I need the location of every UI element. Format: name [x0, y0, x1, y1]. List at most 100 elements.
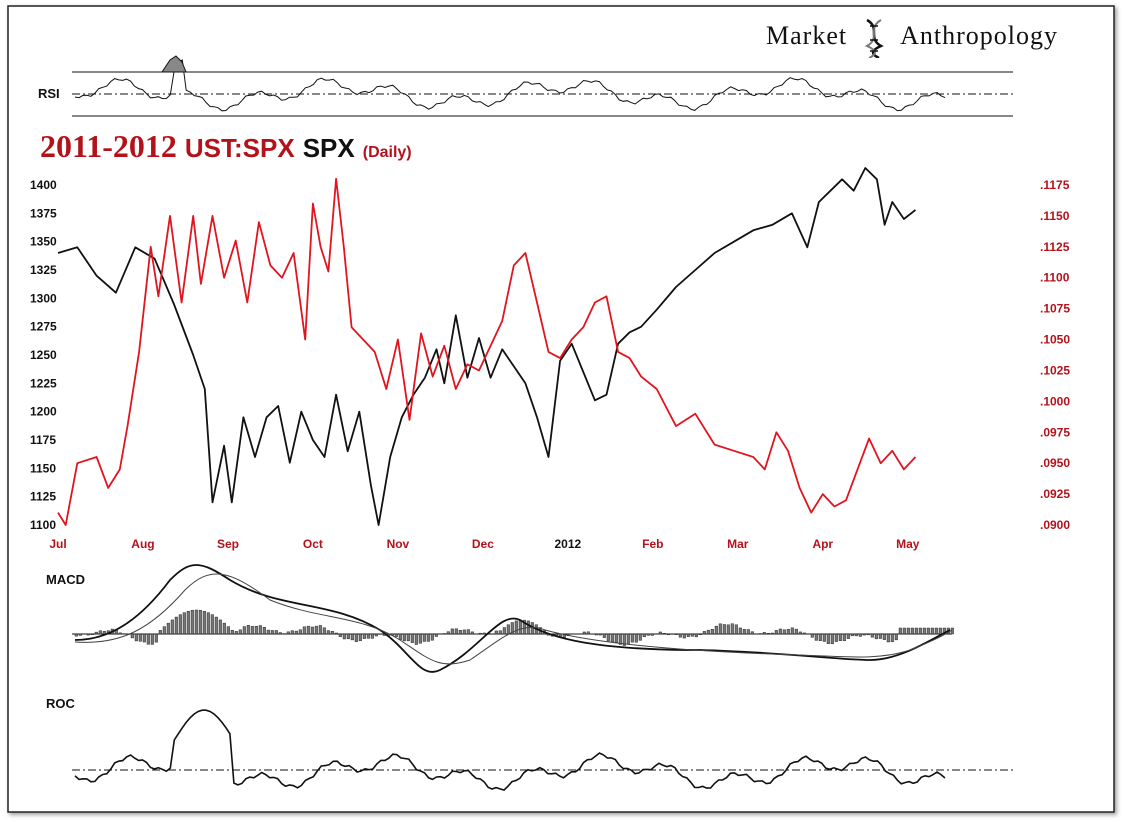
- macd-histogram-bar: [834, 633, 838, 642]
- macd-histogram-bar: [870, 633, 874, 638]
- macd-histogram-bar: [170, 619, 174, 635]
- macd-histogram-bar: [782, 629, 786, 635]
- macd-histogram-bar: [426, 633, 430, 642]
- macd-histogram-bar: [214, 616, 218, 635]
- macd-histogram-bar: [98, 630, 102, 635]
- macd-histogram-bar: [886, 633, 890, 643]
- x-axis-tick-label: Feb: [642, 537, 663, 551]
- macd-histogram-bar: [646, 633, 650, 636]
- macd-histogram-bar: [182, 612, 186, 635]
- roc-panel: [72, 709, 1013, 792]
- macd-histogram-bar: [822, 633, 826, 642]
- macd-histogram-bar: [918, 627, 922, 635]
- left-axis-tick-label: 1225: [30, 376, 57, 390]
- macd-histogram-bar: [410, 633, 414, 643]
- macd-histogram-bar: [586, 631, 590, 635]
- macd-histogram-bar: [910, 627, 914, 635]
- macd-histogram-bar: [854, 633, 858, 637]
- macd-histogram-bar: [810, 633, 814, 638]
- macd-histogram-bar: [334, 632, 338, 635]
- macd-histogram-bar: [406, 633, 410, 642]
- macd-histogram-bar: [86, 633, 90, 636]
- macd-histogram-bar: [722, 624, 726, 635]
- macd-histogram-bar: [270, 630, 274, 635]
- macd-histogram-bar: [850, 633, 854, 637]
- macd-histogram-bar: [238, 629, 242, 635]
- macd-histogram-bar: [626, 633, 630, 644]
- macd-histogram-bar: [518, 619, 522, 635]
- macd-histogram-bar: [134, 633, 138, 642]
- macd-histogram-bar: [458, 630, 462, 635]
- outer-border: [7, 5, 1115, 813]
- macd-histogram-bar: [726, 624, 730, 635]
- left-axis-tick-label: 1250: [30, 348, 57, 362]
- macd-histogram-bar: [666, 633, 670, 636]
- macd-histogram-bar: [618, 633, 622, 645]
- macd-histogram-bar: [730, 623, 734, 635]
- rsi-line: [74, 59, 946, 112]
- macd-histogram-bar: [594, 633, 598, 636]
- macd-histogram-bar: [638, 633, 642, 641]
- macd-histogram-bar: [78, 633, 82, 636]
- macd-histogram-bar: [290, 630, 294, 635]
- macd-histogram-bar: [218, 619, 222, 635]
- macd-histogram-bar: [330, 631, 334, 635]
- macd-histogram-bar: [346, 633, 350, 640]
- left-axis-tick-label: 1200: [30, 405, 57, 419]
- right-axis-tick-label: .1075: [1040, 302, 1070, 316]
- macd-histogram-bar: [362, 633, 366, 639]
- macd-histogram-bar: [682, 633, 686, 639]
- macd-histogram-bar: [470, 631, 474, 635]
- macd-histogram-bar: [698, 633, 702, 635]
- macd-histogram-bar: [142, 633, 146, 643]
- macd-histogram-bar: [258, 625, 262, 635]
- macd-histogram-bar: [294, 630, 298, 635]
- macd-histogram-bar: [298, 629, 302, 635]
- right-axis-tick-label: .1100: [1040, 271, 1070, 285]
- right-axis-tick-label: .1125: [1040, 240, 1070, 254]
- macd-histogram-bar: [930, 627, 934, 635]
- macd-histogram-bar: [286, 631, 290, 635]
- macd-histogram-bar: [262, 627, 266, 635]
- macd-histogram-bar: [162, 626, 166, 635]
- macd-histogram-bar: [178, 614, 182, 635]
- macd-histogram-bar: [462, 629, 466, 635]
- brand-word-market: Market: [766, 20, 848, 50]
- x-axis-tick-label: Oct: [303, 537, 323, 551]
- macd-histogram-bar: [766, 632, 770, 635]
- macd-histogram-bar: [630, 633, 634, 643]
- brand-word-anthropology: Anthropology: [900, 20, 1058, 50]
- macd-histogram-bar: [662, 633, 666, 635]
- macd-histogram-bar: [898, 627, 902, 635]
- macd-histogram-bar: [742, 629, 746, 635]
- macd-histogram-bar: [582, 631, 586, 635]
- macd-histogram-bar: [514, 620, 518, 635]
- macd-histogram-bar: [942, 627, 946, 635]
- spx-line: [57, 167, 917, 526]
- right-axis-tick-label: .1000: [1040, 394, 1070, 408]
- macd-histogram-bar: [614, 633, 618, 643]
- macd-histogram-bar: [610, 633, 614, 643]
- macd-histogram-bar: [802, 632, 806, 635]
- macd-histogram-bar: [746, 629, 750, 635]
- macd-histogram-bar: [442, 633, 446, 635]
- macd-histogram-bar: [246, 625, 250, 635]
- macd-histogram-bar: [278, 632, 282, 635]
- macd-histogram-bar: [418, 633, 422, 644]
- macd-histogram-bar: [774, 630, 778, 635]
- right-axis-tick-label: .0975: [1040, 425, 1070, 439]
- macd-histogram-bar: [506, 624, 510, 635]
- macd-histogram-bar: [702, 631, 706, 635]
- right-axis-tick-label: .0950: [1040, 456, 1070, 470]
- right-axis-tick-label: .0900: [1040, 518, 1070, 532]
- macd-histogram-bar: [314, 625, 318, 635]
- left-axis-tick-label: 1300: [30, 291, 57, 305]
- macd-histogram-bar: [510, 622, 514, 635]
- macd-histogram-bar: [450, 628, 454, 635]
- macd-histogram-bar: [466, 629, 470, 635]
- macd-histogram-bar: [322, 627, 326, 635]
- macd-histogram-bar: [902, 627, 906, 635]
- macd-histogram-bar: [778, 628, 782, 635]
- macd-histogram-bar: [130, 633, 134, 639]
